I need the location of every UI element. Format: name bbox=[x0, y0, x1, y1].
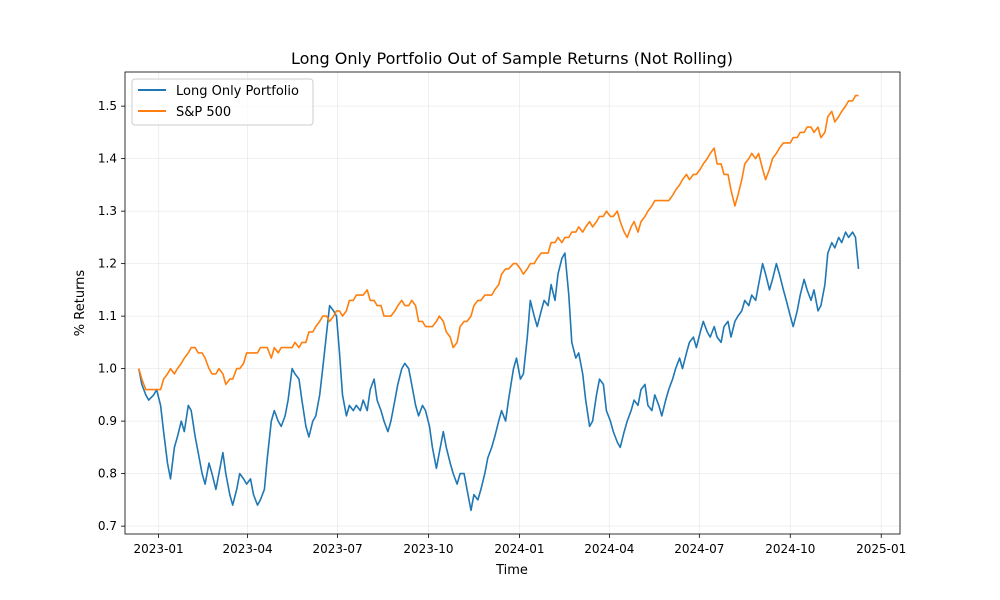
legend-box bbox=[131, 78, 314, 126]
y-axis-label: % Returns bbox=[73, 270, 88, 337]
y-tick-label: 0.9 bbox=[98, 414, 117, 428]
x-tick-label: 2024-10 bbox=[765, 542, 815, 556]
x-tick-label: 2024-04 bbox=[584, 542, 634, 556]
x-axis: 2023-01 2023-04 2023-07 2023-10 2024-01 2024-… bbox=[134, 534, 906, 556]
y-tick-label: 1.1 bbox=[98, 309, 117, 323]
legend-label-long-only-portfolio: Long Only Portfolio bbox=[176, 84, 299, 99]
y-tick-label: 1.4 bbox=[98, 152, 117, 166]
y-tick-label: 0.8 bbox=[98, 467, 117, 481]
x-tick-label: 2023-10 bbox=[403, 542, 453, 556]
x-tick-label: 2024-01 bbox=[494, 542, 544, 556]
y-tick-label: 1.2 bbox=[98, 257, 117, 271]
legend: Long Only Portfolio S&P 500 bbox=[131, 78, 314, 126]
plot-area bbox=[124, 71, 901, 535]
y-axis: 0.7 0.8 0.9 1.0 1.1 1.2 1.3 1.4 1.5 bbox=[98, 99, 125, 533]
x-tick-label: 2025-01 bbox=[856, 542, 906, 556]
x-axis-label: Time bbox=[495, 563, 528, 578]
y-tick-label: 1.3 bbox=[98, 204, 117, 218]
grid bbox=[125, 72, 900, 534]
x-tick-label: 2023-07 bbox=[312, 542, 362, 556]
y-tick-label: 0.7 bbox=[98, 519, 117, 533]
chart-title: Long Only Portfolio Out of Sample Return… bbox=[291, 49, 733, 68]
x-tick-label: 2023-04 bbox=[223, 542, 273, 556]
legend-label-sp500: S&P 500 bbox=[176, 105, 231, 120]
x-tick-label: 2023-01 bbox=[134, 542, 184, 556]
sp500-line bbox=[138, 94, 859, 391]
y-tick-label: 1.5 bbox=[98, 99, 117, 113]
long-only-portfolio-line bbox=[138, 231, 860, 512]
y-tick-label: 1.0 bbox=[98, 362, 117, 376]
series-lines bbox=[138, 94, 860, 512]
x-tick-label: 2024-07 bbox=[674, 542, 724, 556]
